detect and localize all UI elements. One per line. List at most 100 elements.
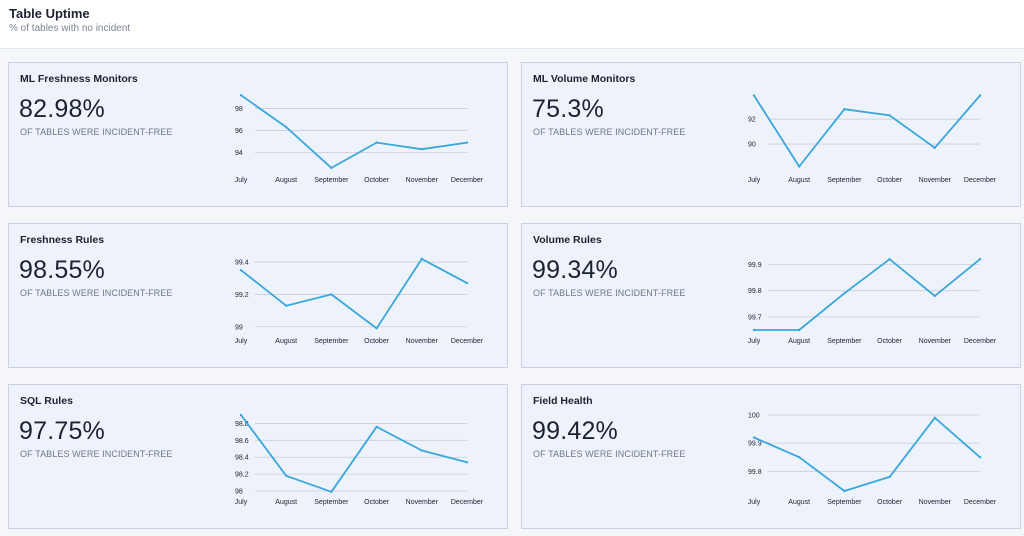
panel-title: ML Freshness Monitors [20, 73, 138, 85]
y-tick-label: 98.6 [235, 438, 249, 445]
panel-title: Field Health [533, 395, 593, 407]
x-tick-label: October [364, 499, 390, 506]
uptime-value: 82.98% [19, 95, 105, 123]
y-tick-label: 99.9 [748, 441, 762, 448]
data-point [798, 328, 801, 332]
panel-title: SQL Rules [20, 395, 73, 407]
x-tick-label: August [788, 338, 810, 345]
panel-freshness-rules: Freshness Rules 98.55% OF TABLES WERE IN… [8, 223, 508, 368]
uptime-value: 99.42% [532, 417, 618, 445]
data-point [239, 413, 243, 417]
data-point [330, 166, 333, 170]
uptime-value: 97.75% [19, 417, 105, 445]
data-point [330, 293, 333, 296]
page-header: Table Uptime % of tables with no inciden… [0, 0, 1024, 49]
x-tick-label: July [748, 499, 761, 506]
data-point [465, 281, 469, 285]
x-tick-label: October [877, 177, 903, 184]
x-tick-label: October [877, 499, 903, 506]
x-tick-label: July [235, 177, 248, 184]
y-tick-label: 99.7 [748, 314, 762, 321]
panel-title: Freshness Rules [20, 234, 105, 246]
series-line [753, 94, 981, 168]
y-tick-label: 90 [748, 142, 756, 149]
series-line [240, 258, 468, 330]
uptime-value: 98.55% [19, 256, 105, 284]
x-tick-label: December [451, 177, 484, 184]
y-tick-label: 98.4 [235, 455, 249, 462]
y-tick-label: 100 [748, 413, 760, 420]
line-chart: 99.4 99.2 99 July August September October Nove… [235, 257, 484, 345]
x-tick-label: September [314, 338, 349, 345]
data-point [465, 141, 469, 144]
x-tick-label: August [788, 499, 810, 506]
data-point [888, 114, 891, 117]
data-point [752, 436, 756, 439]
series-line [240, 414, 468, 493]
data-point [375, 425, 378, 429]
data-point [285, 474, 288, 477]
y-tick-label: 98 [235, 106, 243, 113]
y-tick-label: 98 [235, 489, 243, 496]
y-tick-label: 96 [235, 128, 243, 135]
x-tick-label: July [748, 177, 761, 184]
panel-ml-volume-monitors: ML Volume Monitors 75.3% OF TABLES WERE … [521, 62, 1021, 207]
x-tick-label: September [827, 499, 862, 506]
series-line [754, 258, 981, 331]
data-point [978, 258, 982, 261]
x-tick-label: December [964, 177, 997, 184]
data-point [330, 490, 333, 494]
uptime-caption: OF TABLES WERE INCIDENT-FREE [20, 449, 173, 459]
x-tick-label: September [314, 499, 349, 506]
data-point [752, 328, 756, 332]
data-point [798, 456, 801, 459]
y-tick-label: 98.2 [235, 472, 249, 479]
x-tick-label: November [919, 499, 952, 506]
panel-field-health: Field Health 99.42% OF TABLES WERE INCID… [521, 384, 1021, 529]
panel-title: Volume Rules [533, 234, 602, 246]
x-tick-label: July [235, 338, 248, 345]
y-tick-label: 99.4 [235, 260, 249, 267]
series-line [240, 94, 468, 169]
uptime-value: 75.3% [532, 95, 604, 123]
data-point [375, 327, 378, 330]
x-tick-label: November [406, 338, 439, 345]
uptime-caption: OF TABLES WERE INCIDENT-FREE [533, 449, 686, 459]
x-tick-label: July [235, 499, 248, 506]
data-point [933, 146, 936, 150]
data-point [798, 165, 801, 168]
data-point [933, 294, 936, 298]
panel-ml-freshness-monitors: ML Freshness Monitors 82.98% OF TABLES W… [8, 62, 508, 207]
x-tick-label: December [451, 338, 484, 345]
data-point [420, 449, 423, 452]
y-tick-label: 99.2 [235, 292, 249, 299]
y-tick-label: 99.9 [748, 262, 762, 269]
data-point [843, 292, 846, 295]
x-tick-label: September [827, 177, 862, 184]
uptime-caption: OF TABLES WERE INCIDENT-FREE [20, 288, 173, 298]
data-point [888, 475, 891, 479]
x-tick-label: October [364, 338, 390, 345]
data-point [933, 416, 936, 420]
panel-volume-rules: Volume Rules 99.34% OF TABLES WERE INCID… [521, 223, 1021, 368]
x-tick-label: October [364, 177, 390, 184]
y-tick-label: 99.8 [748, 288, 762, 295]
x-tick-label: November [406, 499, 439, 506]
page-subtitle: % of tables with no incident [9, 23, 131, 34]
x-tick-label: August [788, 177, 810, 184]
x-tick-label: August [275, 499, 297, 506]
uptime-caption: OF TABLES WERE INCIDENT-FREE [20, 127, 173, 137]
line-chart: 100 99.9 99.8 July August September October Nov… [748, 413, 997, 507]
line-chart: 98.8 98.6 98.4 98.2 98 July August September Oct… [235, 413, 484, 506]
x-tick-label: November [919, 338, 952, 345]
x-tick-label: November [406, 177, 439, 184]
panel-sql-rules: SQL Rules 97.75% OF TABLES WERE INCIDENT… [8, 384, 508, 529]
y-tick-label: 99 [235, 324, 243, 331]
x-tick-label: December [964, 499, 997, 506]
data-point [285, 125, 288, 129]
x-tick-label: September [827, 338, 862, 345]
x-tick-label: August [275, 338, 297, 345]
y-tick-label: 98.8 [235, 421, 249, 428]
y-tick-label: 99.8 [748, 469, 762, 476]
data-point [843, 489, 846, 493]
